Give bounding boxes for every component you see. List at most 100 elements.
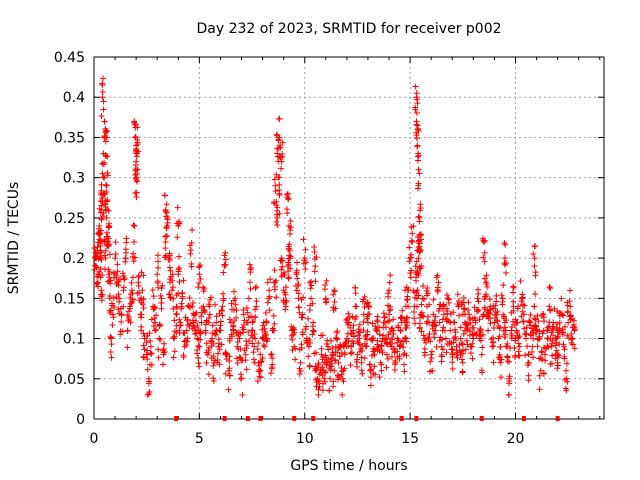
data-point (99, 82, 106, 89)
y-tick-label: 0.35 (54, 130, 85, 146)
data-point (518, 313, 525, 320)
data-point (311, 248, 318, 255)
data-point (308, 282, 315, 289)
data-point (359, 370, 366, 377)
data-point (309, 323, 316, 330)
data-point (415, 272, 422, 279)
data-point (163, 201, 170, 208)
data-point (445, 318, 452, 325)
data-point (415, 157, 422, 164)
data-point (313, 254, 320, 261)
data-point (249, 327, 256, 334)
data-point (123, 249, 130, 256)
data-point (440, 311, 447, 318)
data-point (350, 322, 357, 329)
axis-ticks (93, 56, 604, 420)
data-point (506, 358, 513, 365)
data-point (164, 216, 171, 223)
data-point (115, 278, 122, 285)
grid-lines (94, 57, 604, 419)
data-point (278, 266, 285, 273)
data-point (497, 343, 504, 350)
data-point (426, 301, 433, 308)
data-point (261, 343, 268, 350)
data-point (385, 331, 392, 338)
data-point (367, 367, 374, 374)
data-point (210, 340, 217, 347)
data-point (519, 294, 526, 301)
data-point (94, 280, 101, 287)
data-point (306, 307, 313, 314)
data-point (476, 316, 483, 323)
data-point (234, 338, 241, 345)
data-point (368, 336, 375, 343)
data-point (513, 327, 520, 334)
data-point (542, 357, 549, 364)
data-point (154, 278, 161, 285)
data-point (510, 289, 517, 296)
data-point (240, 306, 247, 313)
data-point (173, 311, 180, 318)
y-tick-label: 0.2 (63, 251, 85, 267)
data-point (532, 272, 539, 279)
data-point (277, 144, 284, 151)
data-point (318, 332, 325, 339)
data-point (105, 207, 112, 214)
data-point (282, 306, 289, 313)
data-point (264, 299, 271, 306)
data-point (237, 345, 244, 352)
data-point (118, 312, 125, 319)
data-point (489, 343, 496, 350)
data-point (247, 286, 254, 293)
data-point (300, 260, 307, 267)
data-point (180, 354, 187, 361)
data-point (202, 308, 209, 315)
data-point (526, 317, 533, 324)
data-point (95, 270, 102, 277)
data-point (192, 331, 199, 338)
data-point (404, 297, 411, 304)
data-point (247, 269, 254, 276)
data-point (440, 302, 447, 309)
data-point (417, 265, 424, 272)
data-point (189, 317, 196, 324)
data-point (110, 314, 117, 321)
data-point (177, 322, 184, 329)
data-point (250, 356, 257, 363)
data-point (93, 273, 100, 280)
data-point (163, 209, 170, 216)
y-tick-label: 0 (76, 412, 85, 428)
data-point (98, 202, 105, 209)
data-point (402, 303, 409, 310)
data-point (413, 121, 420, 128)
data-point (145, 390, 152, 397)
data-point (273, 131, 280, 138)
data-point (316, 383, 323, 390)
data-point (508, 335, 515, 342)
data-point (510, 307, 517, 314)
data-point (127, 300, 134, 307)
data-point (286, 252, 293, 259)
data-point (394, 348, 401, 355)
data-point (176, 316, 183, 323)
data-point (531, 243, 538, 250)
data-point (358, 367, 365, 374)
data-point (153, 312, 160, 319)
data-point (126, 305, 133, 312)
data-point (133, 147, 140, 154)
data-point (102, 129, 109, 136)
data-point (484, 283, 491, 290)
data-point (103, 182, 110, 189)
data-point (260, 319, 267, 326)
data-point (544, 335, 551, 342)
data-point (154, 271, 161, 278)
data-point (214, 357, 221, 364)
data-point (257, 374, 264, 381)
data-point (233, 314, 240, 321)
data-point (309, 331, 316, 338)
data-point (162, 254, 169, 261)
data-point (167, 267, 174, 274)
data-point (538, 356, 545, 363)
data-point (273, 294, 280, 301)
